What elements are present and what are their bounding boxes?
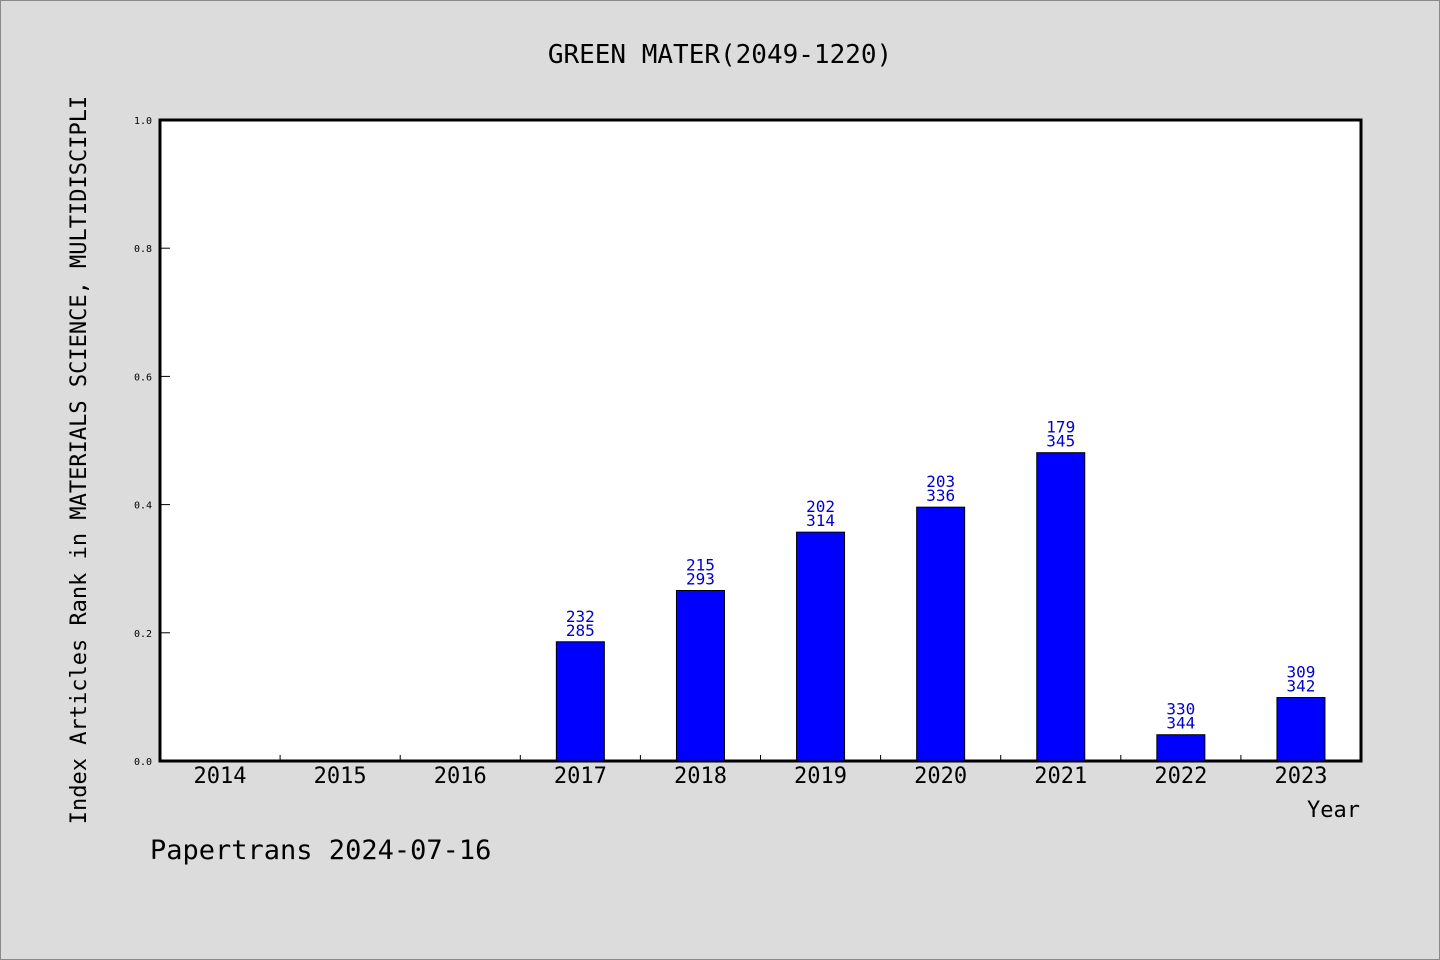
y-tick-label-3: 0.6 [134,372,152,383]
bar-2018 [675,589,725,762]
y-tick-label-2: 0.4 [134,501,152,512]
bar-2020 [916,506,966,762]
x-tick-label-2022: 2022 [1154,764,1207,789]
x-tick-label-2018: 2018 [674,764,727,789]
data-label-bottom-2023: 342 [1286,677,1315,696]
y-tick-label-4: 0.8 [134,244,152,255]
data-label-top-2018: 215 [686,555,715,574]
x-tick-label-2017: 2017 [554,764,607,789]
data-label-top-2021: 179 [1046,418,1075,437]
x-tick-label-2019: 2019 [794,764,847,789]
bar-2021 [1036,452,1086,762]
footer-text: Papertrans 2024-07-16 [150,835,492,866]
bar-2017 [555,641,605,762]
data-label-top-2023: 309 [1286,663,1315,682]
x-tick-label-2020: 2020 [914,764,967,789]
x-axis-label: Year [1307,798,1360,823]
data-label-top-2022: 330 [1166,700,1195,719]
x-tick-label-2016: 2016 [434,764,487,789]
y-tick-label-0: 0.0 [134,757,152,768]
bar-2023 [1276,697,1326,762]
x-axis-ticks: 2014 2015 2016 2017 2018 2019 2020 2021 2022 2023 [194,755,1327,789]
data-label-bottom-2018: 293 [686,569,715,588]
data-label-bottom-2021: 345 [1046,432,1075,451]
x-tick-label-2015: 2015 [314,764,367,789]
bar-2019 [796,531,846,762]
plot-area [158,118,1363,763]
x-tick-label-2014: 2014 [194,764,247,789]
data-label-bottom-2020: 336 [926,486,955,505]
data-label-top-2019: 202 [806,497,835,516]
data-label-bottom-2019: 314 [806,511,835,530]
x-tick-label-2021: 2021 [1034,764,1087,789]
data-label-bottom-2017: 285 [566,621,595,640]
chart-title: GREEN MATER(2049-1220) [548,40,892,70]
y-tick-label-5: 1.0 [134,116,152,127]
x-tick-label-2023: 2023 [1274,764,1327,789]
data-label-top-2020: 203 [926,472,955,491]
data-label-top-2017: 232 [566,607,595,626]
data-label-bottom-2022: 344 [1166,714,1195,733]
y-axis-ticks: 0.0 0.2 0.4 0.6 0.8 1.0 [134,116,170,768]
y-axis-label: Index Articles Rank in MATERIALS SCIENCE… [67,96,92,824]
y-tick-label-1: 0.2 [134,629,152,640]
bar-2022 [1156,734,1206,762]
